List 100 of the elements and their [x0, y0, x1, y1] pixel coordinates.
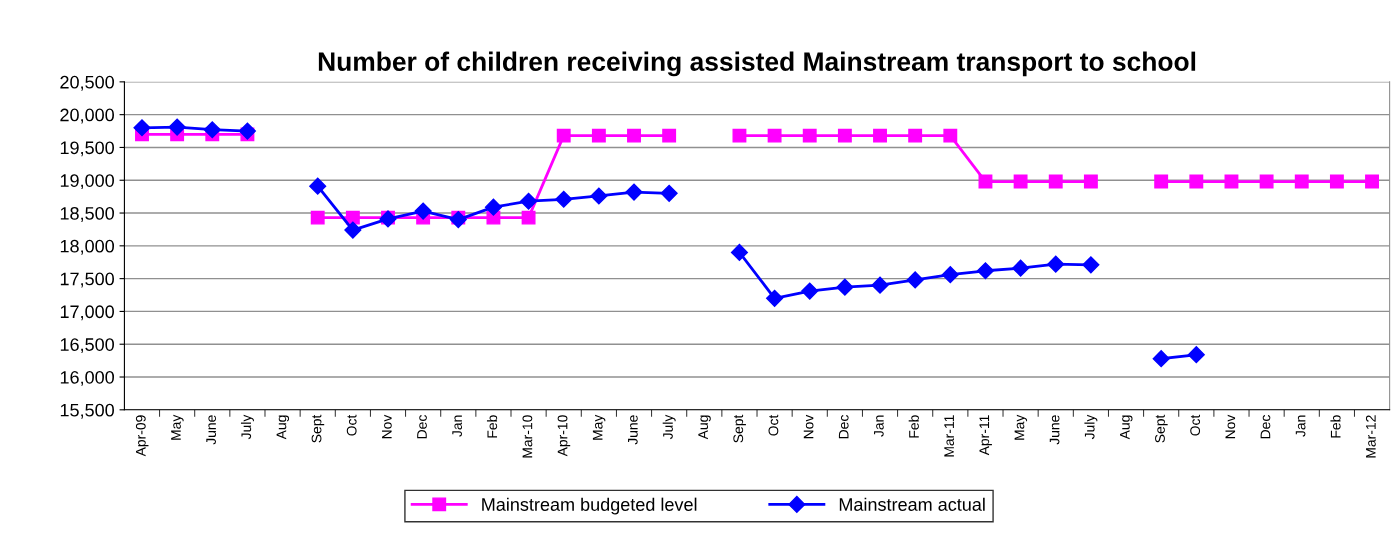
point	[766, 289, 784, 307]
point	[767, 128, 782, 143]
point	[836, 278, 854, 296]
point	[556, 128, 571, 143]
point	[1152, 350, 1170, 368]
x-tick-label: Nov	[803, 414, 814, 439]
point	[943, 128, 958, 143]
point	[203, 121, 221, 139]
x-tick-label: Jan	[452, 415, 463, 437]
y-tick-label: 19,000	[60, 174, 114, 190]
point	[660, 184, 678, 202]
x-tick-label: May	[171, 414, 184, 440]
legend-label: Mainstream actual	[839, 497, 985, 511]
x-tick-label: Oct	[346, 414, 357, 436]
point	[310, 210, 325, 225]
point	[344, 221, 362, 239]
x-tick-label: Feb	[908, 415, 919, 438]
x-tick-label: June	[628, 415, 638, 445]
point	[627, 128, 641, 143]
x-tick-label: Apr-11	[979, 415, 992, 456]
x-tick-label: Jan	[1295, 415, 1306, 437]
point	[309, 177, 327, 195]
x-tick-label: Mar-10	[522, 415, 533, 458]
point	[1329, 174, 1344, 189]
x-tick-label: Mar-11	[944, 415, 955, 457]
point	[449, 211, 467, 229]
point	[908, 128, 923, 143]
x-tick-label: Dec	[838, 415, 849, 439]
point	[906, 271, 924, 289]
point	[625, 183, 643, 201]
x-tick-label: Dec	[1260, 415, 1271, 439]
y-tick-label: 20,500	[60, 75, 114, 91]
point	[591, 128, 606, 143]
x-tick-label: Mar-12	[1365, 415, 1376, 458]
x-tick-label: Nov	[1225, 414, 1236, 439]
y-tick-label: 20,000	[60, 108, 114, 124]
x-tick-label: June	[206, 415, 217, 445]
point	[168, 118, 186, 136]
x-tick-label: Dec	[417, 415, 427, 439]
x-tick-label: Sept	[1155, 414, 1168, 443]
point	[414, 202, 432, 220]
y-tick-label: 17,500	[60, 272, 114, 288]
x-tick-label: Oct	[1190, 414, 1201, 436]
point	[484, 198, 502, 216]
x-tick-label: Apr-09	[135, 415, 149, 457]
point	[873, 128, 887, 143]
y-tick-label: 15,500	[60, 403, 114, 419]
x-tick-label: June	[1049, 415, 1060, 445]
point	[521, 210, 536, 225]
x-tick-label: Aug	[1120, 415, 1133, 440]
point	[1187, 346, 1205, 364]
point	[941, 266, 959, 284]
x-tick-label: July	[1084, 414, 1098, 440]
x-tick-label: May	[1014, 414, 1028, 440]
point	[1294, 174, 1309, 189]
point	[1013, 174, 1028, 189]
y-tick-label: 18,000	[60, 239, 114, 255]
y-tick-label: 16,500	[60, 338, 114, 354]
y-tick-label: 17,000	[60, 305, 114, 321]
x-tick-label: Sept	[311, 414, 325, 443]
point	[1012, 259, 1030, 277]
x-tick-label: Nov	[382, 414, 392, 439]
x-tick-label: Apr-10	[557, 415, 571, 457]
point	[1154, 174, 1169, 189]
point	[802, 128, 817, 143]
point	[1047, 255, 1065, 273]
point	[1189, 174, 1204, 189]
point	[730, 243, 748, 261]
x-tick-label: Aug	[698, 415, 711, 440]
chart-title: Number of children receiving assisted Mainstream transport to school	[318, 51, 1196, 77]
x-tick-label: Oct	[768, 414, 779, 436]
point	[837, 128, 852, 143]
x-tick-label: Sept	[733, 414, 746, 443]
x-tick-label: Jan	[874, 415, 884, 437]
point	[238, 122, 256, 140]
point	[662, 128, 677, 143]
y-tick-label: 19,500	[60, 141, 114, 157]
point	[732, 128, 747, 143]
point	[590, 187, 608, 205]
point	[871, 276, 889, 294]
y-tick-label: 16,000	[60, 370, 114, 386]
x-tick-label: Feb	[1330, 415, 1341, 438]
x-tick-label: July	[662, 414, 676, 440]
point	[801, 282, 819, 300]
x-tick-label: July	[240, 414, 254, 440]
legend-label: Mainstream budgeted level	[482, 497, 697, 515]
point	[133, 119, 151, 137]
point	[555, 190, 573, 208]
x-tick-label: Aug	[276, 415, 290, 440]
point	[1259, 174, 1274, 189]
point	[1082, 256, 1100, 274]
x-tick-label: Feb	[486, 415, 498, 438]
x-tick-label: May	[592, 414, 606, 440]
point	[345, 210, 360, 225]
point	[520, 192, 538, 210]
point	[976, 262, 995, 280]
y-tick-label: 18,500	[60, 206, 114, 222]
point	[1083, 174, 1098, 189]
point	[1365, 174, 1379, 189]
point	[1048, 174, 1063, 189]
